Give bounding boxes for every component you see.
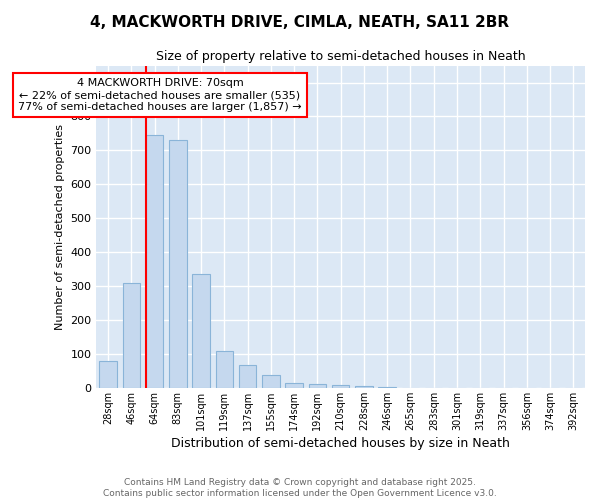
Bar xyxy=(193,274,210,388)
Bar xyxy=(239,365,256,388)
Text: 4 MACKWORTH DRIVE: 70sqm
← 22% of semi-detached houses are smaller (535)
77% of : 4 MACKWORTH DRIVE: 70sqm ← 22% of semi-d… xyxy=(18,78,302,112)
Text: Contains HM Land Registry data © Crown copyright and database right 2025.
Contai: Contains HM Land Registry data © Crown c… xyxy=(103,478,497,498)
Bar xyxy=(308,384,326,388)
Bar xyxy=(286,383,303,388)
Bar xyxy=(146,135,163,388)
Bar xyxy=(332,385,349,388)
X-axis label: Distribution of semi-detached houses by size in Neath: Distribution of semi-detached houses by … xyxy=(171,437,510,450)
Bar xyxy=(99,361,117,388)
Text: 4, MACKWORTH DRIVE, CIMLA, NEATH, SA11 2BR: 4, MACKWORTH DRIVE, CIMLA, NEATH, SA11 2… xyxy=(91,15,509,30)
Bar xyxy=(262,375,280,388)
Y-axis label: Number of semi-detached properties: Number of semi-detached properties xyxy=(55,124,65,330)
Bar xyxy=(122,284,140,388)
Bar xyxy=(355,386,373,388)
Title: Size of property relative to semi-detached houses in Neath: Size of property relative to semi-detach… xyxy=(156,50,526,63)
Bar xyxy=(215,350,233,388)
Bar xyxy=(379,387,396,388)
Bar xyxy=(169,140,187,388)
